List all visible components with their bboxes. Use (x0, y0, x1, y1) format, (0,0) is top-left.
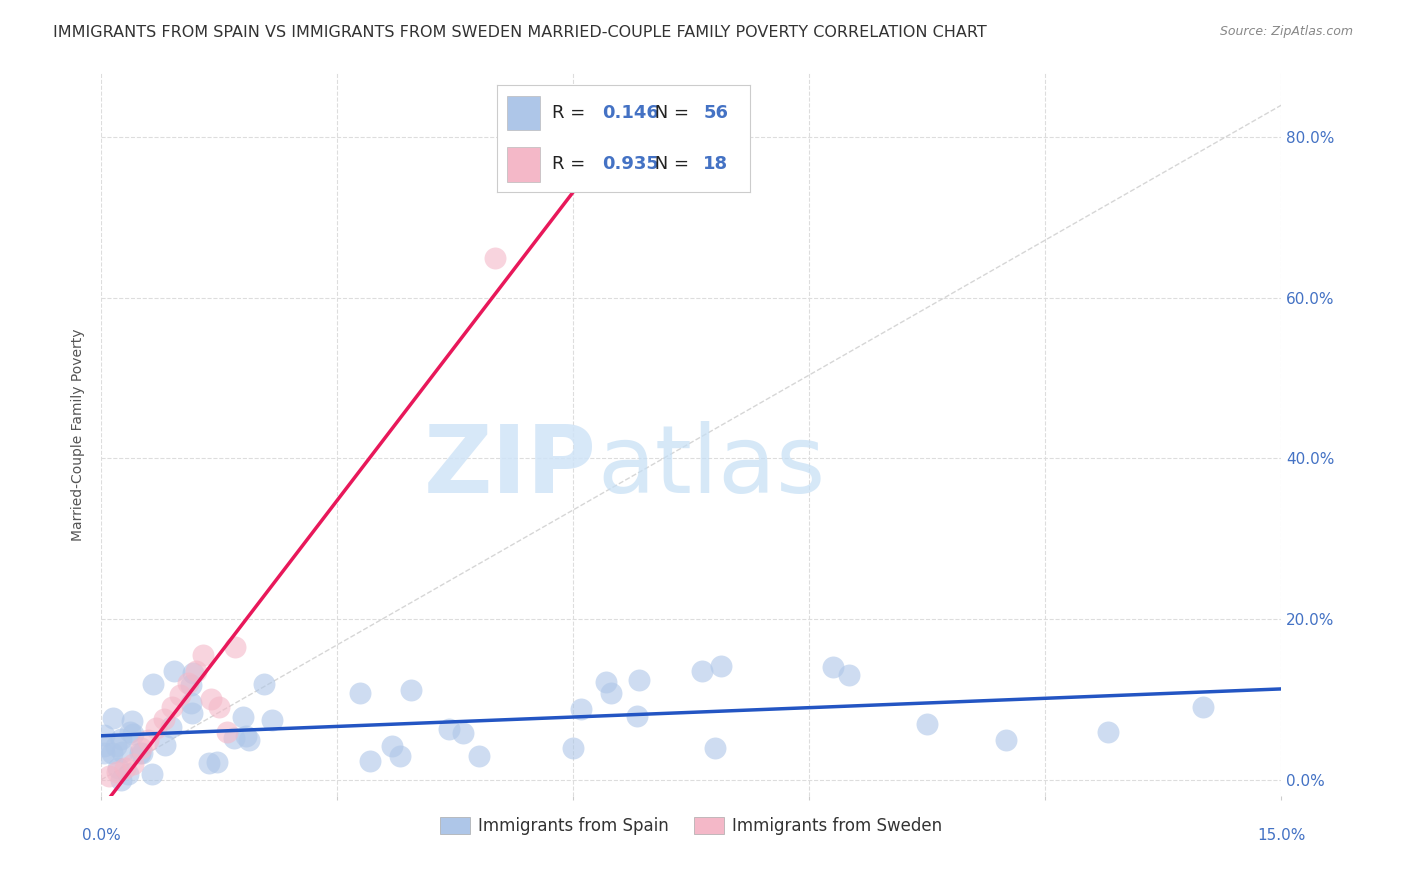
Point (193, 648, 215, 663)
Point (703, 740, 725, 755)
Point (138, 732, 160, 747)
Y-axis label: Married-Couple Family Poverty: Married-Couple Family Poverty (72, 328, 86, 541)
Point (101, 711, 124, 725)
Point (155, 738, 177, 752)
Point (93, 728, 115, 742)
Point (626, 708, 648, 723)
Point (111, 745, 134, 759)
Point (399, 683, 422, 698)
Point (208, 700, 231, 714)
Point (262, 713, 284, 727)
Text: 15.0%: 15.0% (1257, 828, 1306, 843)
Point (917, 716, 939, 731)
Point (710, 658, 733, 673)
Point (93, 746, 115, 760)
Point (1191, 700, 1213, 714)
Point (142, 677, 165, 691)
Point (121, 756, 143, 771)
Point (1097, 724, 1119, 739)
Point (995, 732, 1018, 747)
Point (110, 772, 132, 787)
Point (180, 696, 202, 710)
Point (217, 724, 239, 739)
Point (600, 686, 623, 700)
Text: ZIP: ZIP (425, 421, 598, 513)
Point (110, 731, 132, 746)
Point (162, 665, 184, 679)
Point (359, 754, 381, 768)
Point (628, 673, 651, 687)
Text: 0.0%: 0.0% (82, 828, 121, 843)
Point (821, 660, 844, 674)
Point (98, 769, 121, 783)
Point (145, 721, 167, 735)
Point (180, 678, 202, 692)
Point (232, 710, 254, 724)
Point (114, 761, 136, 775)
Point (129, 740, 152, 755)
Point (153, 713, 176, 727)
Legend: Immigrants from Spain, Immigrants from Sweden: Immigrants from Spain, Immigrants from S… (433, 810, 949, 842)
Point (177, 676, 200, 690)
Point (222, 731, 245, 745)
Point (117, 766, 139, 780)
Point (838, 668, 860, 682)
Text: atlas: atlas (598, 421, 825, 513)
Point (349, 685, 371, 699)
Point (184, 665, 207, 679)
Point (105, 764, 128, 779)
Point (121, 727, 143, 741)
Point (224, 640, 246, 655)
Point (235, 729, 257, 743)
Text: Source: ZipAtlas.com: Source: ZipAtlas.com (1219, 25, 1353, 38)
Text: IMMIGRANTS FROM SPAIN VS IMMIGRANTS FROM SWEDEN MARRIED-COUPLE FAMILY POVERTY CO: IMMIGRANTS FROM SPAIN VS IMMIGRANTS FROM… (53, 25, 987, 40)
Point (107, 761, 129, 775)
Point (180, 706, 202, 720)
Point (562, 740, 585, 755)
Point (484, 251, 506, 265)
Point (451, 726, 474, 740)
Point (118, 725, 141, 739)
Point (100, 746, 122, 760)
Point (198, 756, 221, 770)
Point (159, 720, 181, 734)
Point (253, 677, 276, 691)
Point (93, 739, 115, 753)
Point (571, 702, 593, 716)
Point (141, 766, 163, 780)
Point (200, 692, 222, 706)
Point (169, 689, 191, 703)
Point (238, 733, 260, 747)
Point (381, 739, 404, 753)
Point (595, 675, 617, 690)
Point (105, 739, 128, 753)
Point (128, 746, 150, 760)
Point (690, 664, 713, 678)
Point (205, 755, 228, 769)
Point (181, 666, 204, 681)
Point (160, 700, 183, 714)
Point (437, 723, 460, 737)
Point (389, 748, 412, 763)
Point (131, 747, 153, 761)
Point (468, 748, 491, 763)
Point (121, 714, 143, 729)
